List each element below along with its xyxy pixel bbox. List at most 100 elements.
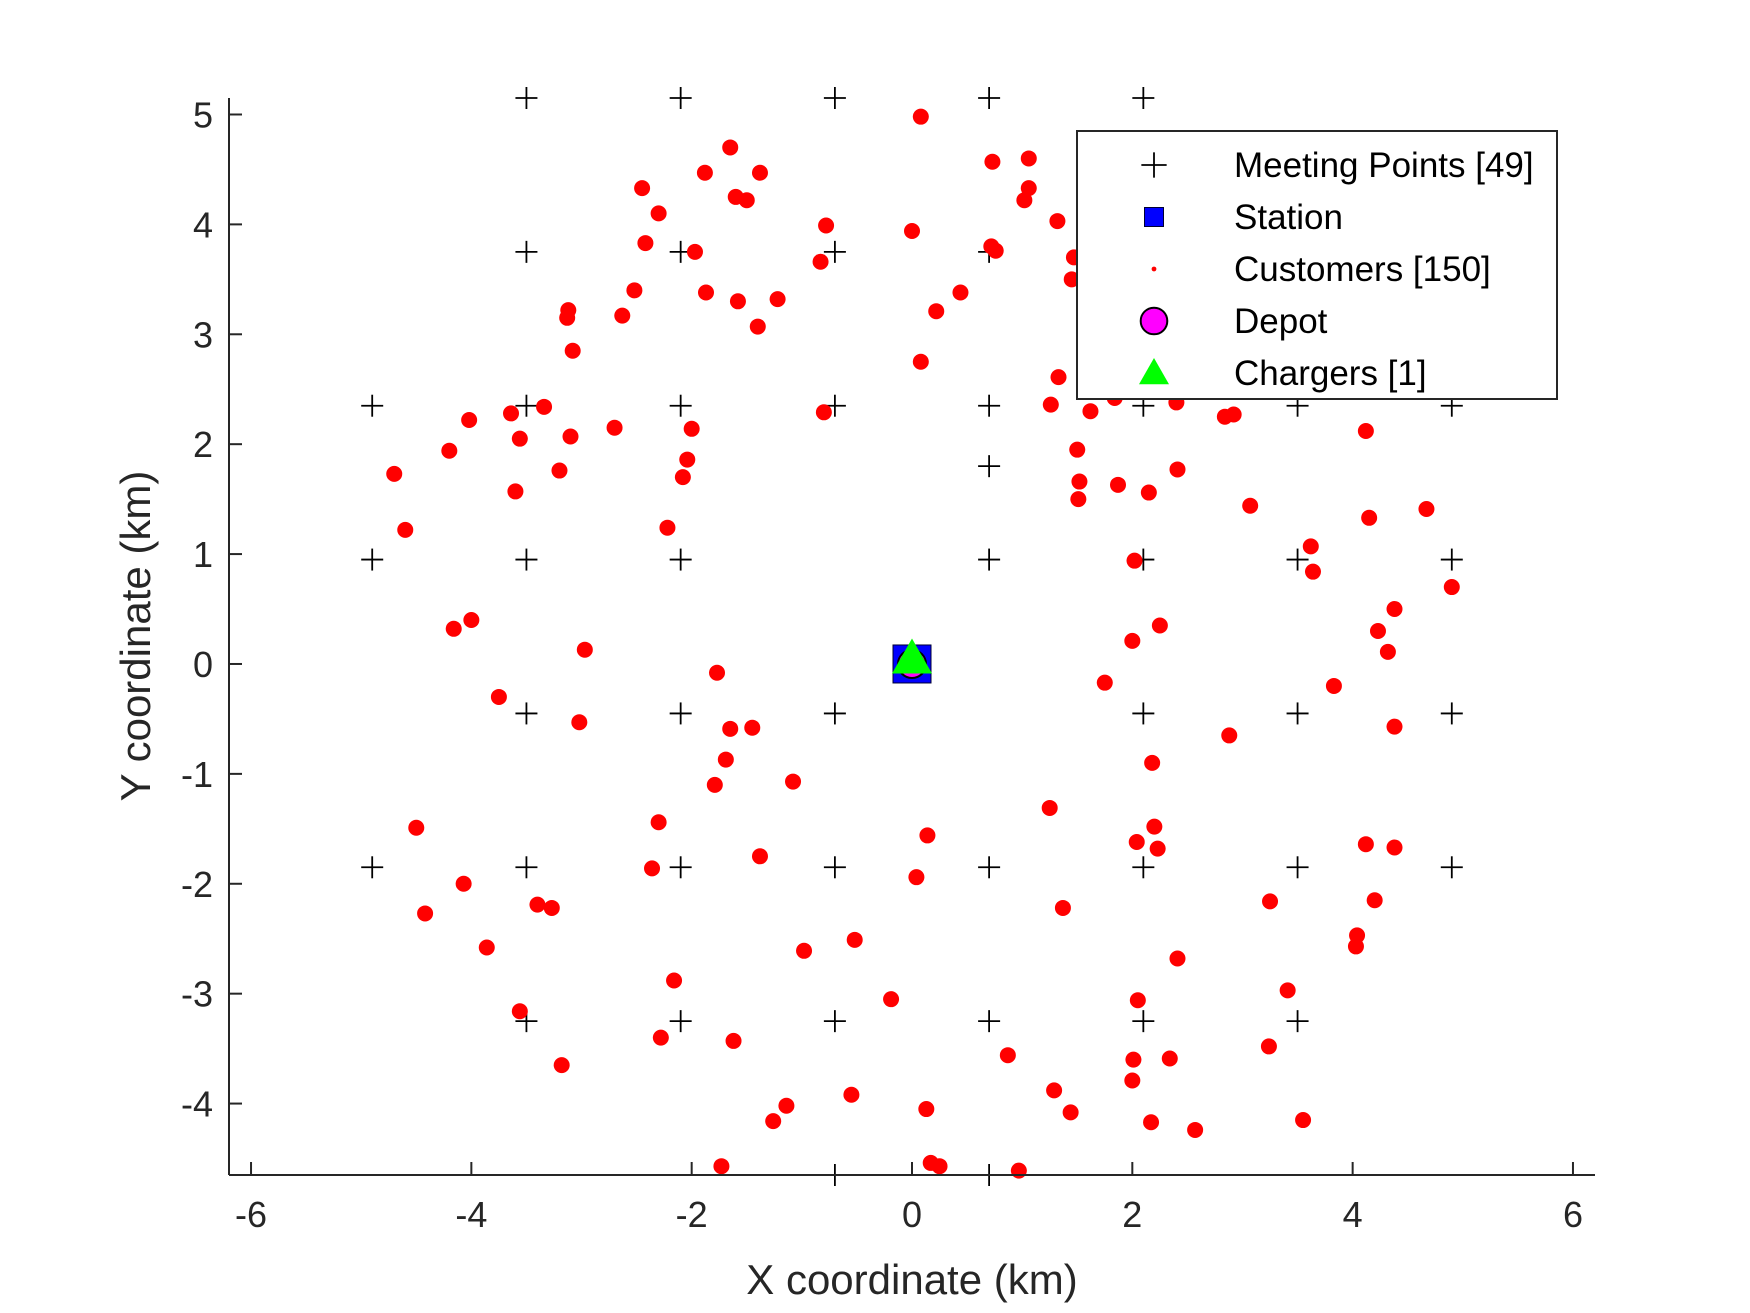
customers-marker	[686, 243, 703, 260]
customers-marker	[722, 720, 739, 737]
customers-marker	[1016, 192, 1033, 209]
customers-marker	[697, 284, 714, 301]
legend-marker-chargers	[1139, 358, 1169, 385]
x-tick-label: 4	[1343, 1194, 1363, 1235]
customers-marker	[461, 412, 478, 429]
meeting-marker	[1440, 856, 1463, 879]
customers-marker	[717, 751, 734, 768]
customers-marker	[1357, 422, 1374, 439]
customers-marker	[1386, 718, 1403, 735]
y-tick-label: 4	[193, 204, 213, 245]
customers-marker	[1386, 601, 1403, 618]
customers-marker	[679, 451, 696, 468]
customers-marker	[408, 819, 425, 836]
customers-marker	[999, 1047, 1016, 1064]
meeting-marker	[1286, 548, 1309, 571]
customers-marker	[1069, 441, 1086, 458]
customers-marker	[666, 972, 683, 989]
customers-marker	[815, 404, 832, 421]
customers-marker	[1169, 461, 1186, 478]
customers-marker	[1361, 509, 1378, 526]
customers-marker	[683, 420, 700, 437]
customers-marker	[445, 620, 462, 637]
x-tick-label: -4	[455, 1194, 487, 1235]
customers-marker	[626, 282, 643, 299]
customers-marker	[1143, 1114, 1160, 1131]
meeting-marker	[515, 702, 538, 725]
customers-marker	[796, 942, 813, 959]
meeting-marker	[1132, 87, 1155, 109]
meeting-marker	[515, 856, 538, 879]
legend: Meeting Points [49] Station Customers [150…	[1076, 130, 1558, 400]
customers-marker	[614, 307, 631, 324]
x-tick-label: 6	[1563, 1194, 1583, 1235]
x-tick-label: 0	[902, 1194, 922, 1235]
customers-marker	[765, 1113, 782, 1130]
meeting-marker	[515, 87, 538, 109]
customers-marker	[846, 931, 863, 948]
customers-marker	[729, 293, 746, 310]
customers-marker	[1054, 899, 1071, 916]
customers-marker	[1347, 938, 1364, 955]
customers-marker	[659, 519, 676, 536]
legend-label-depot: Depot	[1234, 302, 1328, 341]
customers-marker	[511, 1003, 528, 1020]
customers-marker	[843, 1086, 860, 1103]
customers-marker	[812, 253, 829, 270]
customers-marker	[1082, 403, 1099, 420]
customers-marker	[769, 291, 786, 308]
customers-marker	[553, 1057, 570, 1074]
legend-marker-depot	[1139, 306, 1169, 336]
meeting-marker	[978, 1010, 1001, 1033]
customers-marker	[1020, 180, 1037, 197]
customers-marker	[1386, 839, 1403, 856]
meeting-marker	[978, 455, 1001, 478]
customers-marker	[908, 869, 925, 886]
meeting-marker	[669, 548, 692, 571]
customers-marker	[912, 108, 929, 125]
customers-marker	[571, 714, 588, 731]
y-tick-label: -1	[181, 754, 213, 795]
customers-marker	[918, 1101, 935, 1118]
customers-marker	[637, 235, 654, 252]
customers-marker	[551, 462, 568, 479]
meeting-marker	[669, 856, 692, 879]
meeting-marker	[1132, 856, 1155, 879]
customers-marker	[1020, 150, 1037, 167]
customers-marker	[455, 875, 472, 892]
customers-marker	[818, 217, 835, 234]
customers-marker	[1325, 677, 1342, 694]
customers-marker	[644, 860, 661, 877]
customers-marker	[1169, 950, 1186, 967]
customers-marker	[1050, 369, 1067, 386]
customers-marker	[883, 991, 900, 1008]
meeting-marker	[978, 394, 1001, 417]
meeting-marker	[823, 1010, 846, 1033]
legend-label-customers: Customers [150]	[1234, 250, 1491, 289]
legend-marker-customers	[1151, 266, 1157, 272]
y-tick-label: -4	[181, 1084, 213, 1125]
customers-marker	[1049, 213, 1066, 230]
customers-marker	[1041, 799, 1058, 816]
customers-marker	[1096, 674, 1113, 691]
customers-marker	[1262, 893, 1279, 910]
customers-marker	[606, 419, 623, 436]
customers-marker	[1110, 476, 1127, 493]
meeting-marker	[823, 240, 846, 263]
customers-marker	[536, 398, 553, 415]
customers-marker	[725, 1032, 742, 1049]
customers-marker	[1063, 271, 1080, 288]
customers-marker	[984, 153, 1001, 170]
customers-marker	[987, 242, 1004, 259]
customers-marker	[785, 773, 802, 790]
customers-marker	[562, 428, 579, 445]
customers-marker	[706, 776, 723, 793]
customers-marker	[1366, 892, 1383, 909]
customers-marker	[1369, 623, 1386, 640]
customers-marker	[543, 899, 560, 916]
customers-marker	[1379, 643, 1396, 660]
customers-marker	[749, 318, 766, 335]
customers-marker	[952, 284, 969, 301]
customers-marker	[1151, 617, 1168, 634]
customers-marker	[1304, 563, 1321, 580]
